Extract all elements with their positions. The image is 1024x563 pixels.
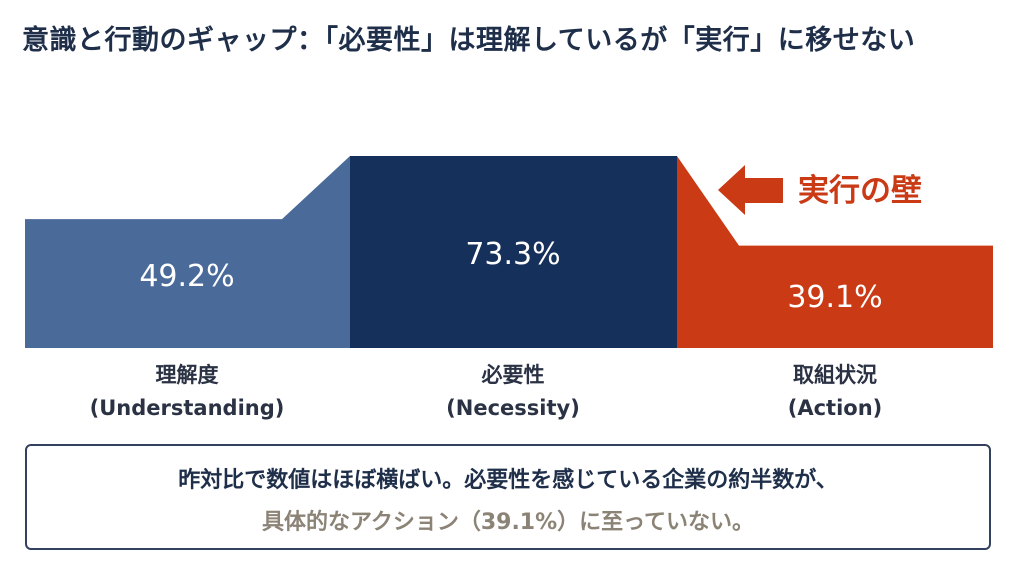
value-label-understanding: 49.2% bbox=[139, 259, 234, 294]
left-arrow-icon bbox=[718, 165, 783, 215]
gap-chart: 49.2% 73.3% 39.1% 理解度 (Understanding) 必要性 (Nec… bbox=[25, 156, 993, 420]
bar-action bbox=[677, 156, 993, 348]
summary-line-2: 具体的なアクション（39.1%）に至っていない。 bbox=[261, 510, 755, 535]
bar-understanding bbox=[25, 156, 350, 348]
category-label-understanding-line-2: (Understanding) bbox=[90, 396, 285, 420]
category-label-understanding-line-1: 理解度 bbox=[156, 363, 219, 387]
bar-necessity bbox=[350, 156, 677, 348]
category-label-necessity-line-1: 必要性 bbox=[482, 363, 545, 387]
category-label-action-line-2: (Action) bbox=[788, 396, 883, 420]
summary-box: 昨対比で数値はほぼ横ばい。必要性を感じている企業の約半数が、 具体的なアクション… bbox=[25, 444, 991, 550]
value-label-action: 39.1% bbox=[787, 280, 882, 315]
category-label-action-line-1: 取組状況 bbox=[793, 363, 877, 387]
wall-annotation: 実行の壁 bbox=[798, 173, 922, 209]
page-title: 意識と行動のギャップ：「必要性」は理解しているが「実行」に移せない bbox=[22, 25, 916, 56]
category-label-necessity-line-2: (Necessity) bbox=[446, 396, 580, 420]
summary-line-1: 昨対比で数値はほぼ横ばい。必要性を感じている企業の約半数が、 bbox=[178, 468, 838, 493]
value-label-necessity: 73.3% bbox=[465, 237, 560, 272]
